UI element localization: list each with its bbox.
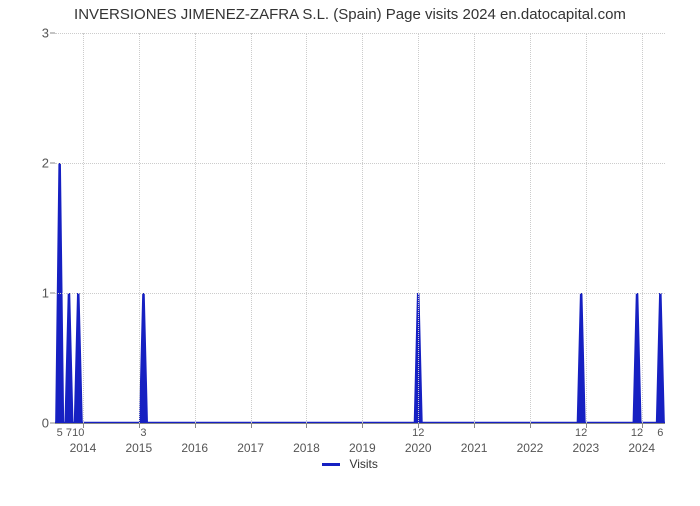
horizontal-gridline <box>55 33 665 34</box>
chart-svg <box>55 33 665 423</box>
y-axis-label: 0 <box>35 416 49 431</box>
vertical-gridline <box>362 33 363 423</box>
y-axis-label: 2 <box>35 156 49 171</box>
vertical-gridline <box>306 33 307 423</box>
x-axis-year-label: 2022 <box>517 441 544 455</box>
vertical-gridline <box>139 33 140 423</box>
legend-label: Visits <box>349 457 377 471</box>
x-axis-tick <box>362 423 363 428</box>
x-axis-tick <box>195 423 196 428</box>
vertical-gridline <box>474 33 475 423</box>
x-axis-spike-label: 12 <box>631 427 643 439</box>
x-axis-year-label: 2020 <box>405 441 432 455</box>
legend: Visits <box>0 457 700 471</box>
x-axis-spike-label: 12 <box>412 427 424 439</box>
vertical-gridline <box>642 33 643 423</box>
x-axis-year-label: 2016 <box>181 441 208 455</box>
x-axis-year-label: 2023 <box>572 441 599 455</box>
x-axis-spike-label: 12 <box>575 427 587 439</box>
vertical-gridline <box>530 33 531 423</box>
x-axis-year-label: 2017 <box>237 441 264 455</box>
x-axis-year-label: 2019 <box>349 441 376 455</box>
y-axis-label: 1 <box>35 286 49 301</box>
x-axis-spike-label: 10 <box>72 427 84 439</box>
x-axis-year-label: 2018 <box>293 441 320 455</box>
x-axis-tick <box>530 423 531 428</box>
vertical-gridline <box>195 33 196 423</box>
x-axis-tick <box>306 423 307 428</box>
vertical-gridline <box>251 33 252 423</box>
horizontal-gridline <box>55 163 665 164</box>
x-axis-tick <box>251 423 252 428</box>
x-axis-spike-label: 3 <box>140 427 146 439</box>
x-axis-year-label: 2014 <box>70 441 97 455</box>
x-axis-spike-label: 5 <box>57 427 63 439</box>
x-axis-spike-label: 6 <box>657 427 663 439</box>
chart-title: INVERSIONES JIMENEZ-ZAFRA S.L. (Spain) P… <box>0 6 700 23</box>
vertical-gridline <box>586 33 587 423</box>
horizontal-gridline <box>55 293 665 294</box>
x-axis-year-label: 2021 <box>461 441 488 455</box>
x-axis-line <box>55 423 665 424</box>
x-axis-year-label: 2015 <box>125 441 152 455</box>
vertical-gridline <box>83 33 84 423</box>
y-axis-label: 3 <box>35 26 49 41</box>
plot-area <box>55 33 665 423</box>
x-axis-tick <box>474 423 475 428</box>
x-axis-spike-label: 7 <box>66 427 72 439</box>
legend-swatch <box>322 463 340 466</box>
x-axis-year-label: 2024 <box>628 441 655 455</box>
chart-container: 0123201420152016201720182019202020212022… <box>0 23 700 453</box>
vertical-gridline <box>418 33 419 423</box>
